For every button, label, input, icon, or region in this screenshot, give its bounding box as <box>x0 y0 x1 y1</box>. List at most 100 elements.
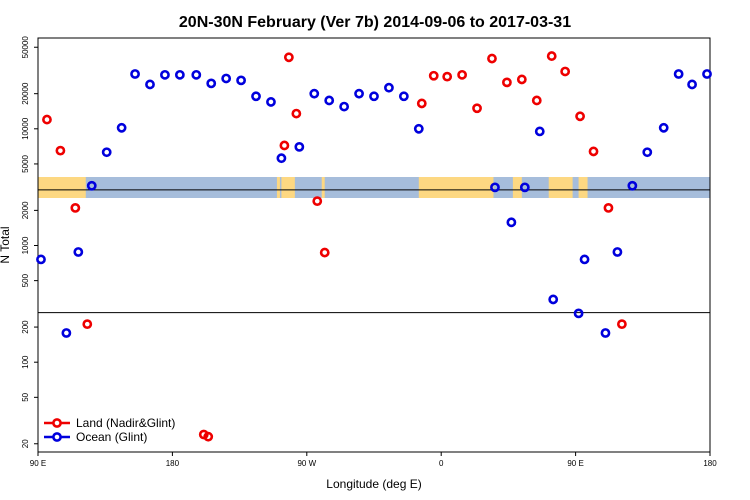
land-point <box>283 52 294 63</box>
ocean-point <box>73 247 84 257</box>
x-axis: 90 E 180 90 W 0 90 E 180 <box>30 452 717 468</box>
ocean-point <box>294 141 305 152</box>
land-point <box>487 53 497 64</box>
land-point <box>560 66 571 77</box>
land-point <box>70 203 81 213</box>
land-point <box>442 71 453 82</box>
ocean-point <box>236 75 246 86</box>
ocean-point <box>324 95 335 106</box>
land-point <box>472 103 482 114</box>
ocean-point <box>339 101 350 112</box>
land-point <box>42 114 52 125</box>
ocean-point <box>174 69 185 80</box>
y-tick-label: 20 <box>21 439 30 448</box>
ocean-legend-label: Ocean (Glint) <box>76 430 147 444</box>
x-tick-label: 90 E <box>567 459 583 468</box>
ocean-point <box>160 69 170 80</box>
ocean-point <box>266 97 276 107</box>
ocean-point <box>612 247 623 257</box>
land-point <box>203 431 214 442</box>
land-point <box>502 77 512 88</box>
x-tick-label: 0 <box>439 459 444 468</box>
y-tick-label: 50000 <box>21 36 30 59</box>
ocean-point <box>702 69 712 79</box>
land-point <box>82 319 93 330</box>
data-points <box>36 51 712 442</box>
ocean-point <box>413 123 424 134</box>
map-land <box>321 177 325 198</box>
map-land <box>578 177 588 198</box>
map-land <box>38 177 86 198</box>
y-tick-label: 50 <box>21 392 30 401</box>
ocean-point <box>573 308 584 319</box>
ocean-point <box>627 180 638 191</box>
ocean-point <box>534 126 545 137</box>
ocean-point <box>506 217 517 228</box>
ocean-legend-marker <box>52 432 62 442</box>
ocean-point <box>658 122 669 133</box>
plot-frame <box>37 37 711 453</box>
ocean-point <box>398 91 409 102</box>
ocean-point <box>276 153 287 164</box>
ocean-point <box>600 328 611 338</box>
ocean-point <box>579 254 590 265</box>
land-point <box>516 74 527 85</box>
ocean-point <box>687 79 697 90</box>
chart-title: 20N-30N February (Ver 7b) 2014-09-06 to … <box>179 14 571 31</box>
land-point <box>312 196 323 207</box>
ocean-point <box>221 73 232 84</box>
map-land <box>281 177 295 198</box>
ocean-point <box>251 91 261 102</box>
y-tick-label: 20000 <box>21 82 30 105</box>
map-land <box>418 177 494 198</box>
land-point <box>55 145 66 156</box>
x-tick-label: 180 <box>166 459 180 468</box>
y-tick-label: 2000 <box>21 201 30 219</box>
land-point <box>531 95 542 106</box>
panel-divider-lines <box>38 189 710 314</box>
y-tick-label: 100 <box>21 355 30 369</box>
y-axis: 20 50 100 200 500 1000 2000 5000 10000 20000 50000 <box>21 36 38 448</box>
ocean-point <box>191 69 202 80</box>
land-point <box>319 247 330 258</box>
land-point <box>546 51 557 61</box>
land-point <box>416 98 427 109</box>
ocean-point <box>116 122 127 133</box>
land-point <box>291 108 302 119</box>
land-point <box>457 69 468 80</box>
ocean-point <box>36 254 46 265</box>
ocean-point <box>354 88 364 99</box>
y-tick-label: 200 <box>21 320 30 334</box>
x-tick-label: 90 W <box>297 459 316 468</box>
ocean-point <box>490 182 500 193</box>
y-tick-label: 5000 <box>21 154 30 172</box>
ocean-point <box>86 180 97 191</box>
map-ocean <box>38 177 710 198</box>
land-point <box>575 111 585 122</box>
land-point <box>279 140 290 151</box>
y-axis-label: N Total <box>0 226 12 263</box>
ocean-point <box>206 78 217 89</box>
x-tick-label: 90 E <box>30 459 46 468</box>
ocean-point <box>384 82 394 93</box>
land-point <box>588 146 599 157</box>
world-map-band <box>38 177 710 198</box>
ocean-point <box>642 147 653 158</box>
land-legend-marker <box>52 418 62 428</box>
ocean-point <box>61 328 72 338</box>
x-axis-label: Longitude (deg E) <box>326 477 421 491</box>
land-point <box>603 203 614 213</box>
legend: Land (Nadir&Glint)Ocean (Glint) <box>44 416 175 444</box>
x-tick-label: 180 <box>703 459 717 468</box>
ocean-point <box>548 294 559 305</box>
y-tick-label: 500 <box>21 273 30 287</box>
map-land <box>512 177 522 198</box>
ocean-point <box>309 88 320 99</box>
ocean-point <box>101 147 112 158</box>
map-land <box>548 177 573 198</box>
ocean-point <box>369 91 379 102</box>
land-point <box>428 70 439 81</box>
ocean-point <box>673 69 684 79</box>
ocean-point <box>145 79 155 90</box>
